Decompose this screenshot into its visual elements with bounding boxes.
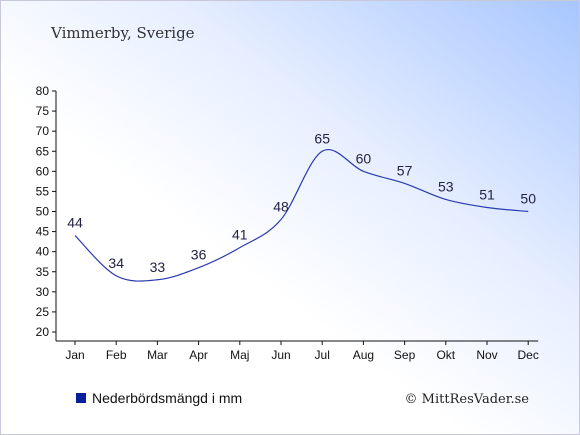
x-tick-label: Dec bbox=[518, 348, 539, 362]
y-tick-label: 70 bbox=[36, 124, 50, 138]
x-tick-label: Jun bbox=[271, 348, 290, 362]
y-tick-label: 55 bbox=[36, 184, 50, 198]
legend-label: Nederbördsmängd i mm bbox=[92, 390, 242, 406]
y-tick-label: 20 bbox=[36, 325, 50, 339]
data-label: 53 bbox=[438, 178, 454, 194]
data-label: 60 bbox=[356, 150, 372, 166]
data-label: 41 bbox=[232, 227, 248, 243]
y-tick-label: 60 bbox=[36, 164, 50, 178]
x-tick-label: Mar bbox=[147, 348, 168, 362]
y-tick-label: 65 bbox=[36, 144, 50, 158]
y-tick-label: 45 bbox=[36, 225, 50, 239]
credit-text: © MittResVader.se bbox=[405, 392, 530, 407]
data-label: 33 bbox=[150, 259, 166, 275]
x-tick-label: Maj bbox=[230, 348, 249, 362]
data-label: 50 bbox=[520, 191, 536, 207]
y-tick-label: 50 bbox=[36, 205, 50, 219]
x-tick-label: Jan bbox=[65, 348, 84, 362]
x-tick-label: Aug bbox=[353, 348, 374, 362]
data-label: 36 bbox=[191, 247, 207, 263]
series-layer bbox=[74, 148, 529, 282]
data-label: 44 bbox=[67, 215, 83, 231]
data-label: 48 bbox=[273, 199, 289, 215]
x-tick-label: Nov bbox=[476, 348, 497, 362]
y-tick-label: 40 bbox=[36, 245, 50, 259]
y-tick-label: 25 bbox=[36, 305, 50, 319]
x-tick-label: Jul bbox=[315, 348, 330, 362]
y-tick-label: 30 bbox=[36, 285, 50, 299]
legend-swatch bbox=[76, 393, 86, 403]
data-label: 57 bbox=[397, 162, 413, 178]
y-tick-label: 35 bbox=[36, 265, 50, 279]
data-label: 34 bbox=[108, 255, 124, 271]
y-tick-label: 80 bbox=[36, 84, 50, 98]
x-tick-label: Feb bbox=[106, 348, 127, 362]
x-tick-label: Apr bbox=[189, 348, 208, 362]
x-tick-label: Sep bbox=[394, 348, 416, 362]
data-label: 51 bbox=[479, 186, 495, 202]
axes: 20 25 30 35 40 45 50 55 60 65 70 75 80 Jan Feb Mar Apr Ma… bbox=[36, 84, 539, 362]
data-label: 65 bbox=[314, 130, 330, 146]
data-labels: 44 34 33 36 41 48 65 60 57 53 51 50 bbox=[67, 130, 536, 275]
chart-title: Vimmerby, Sverige bbox=[50, 24, 195, 42]
series-line bbox=[74, 148, 529, 282]
x-tick-label: Okt bbox=[436, 348, 455, 362]
y-tick-label: 75 bbox=[36, 104, 50, 118]
